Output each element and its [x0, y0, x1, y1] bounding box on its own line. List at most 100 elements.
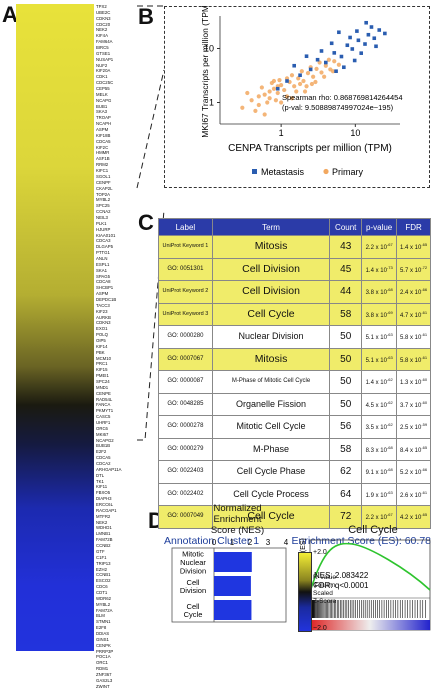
gene-label: KIAA0101: [96, 232, 116, 238]
gene-label: ESCO2: [96, 578, 111, 584]
panel-label-b: B: [138, 4, 154, 29]
nes-bar-label: Mitotic: [182, 550, 204, 559]
row-fdr-mantissa: 8.4 x 10: [399, 447, 422, 454]
row-pvalue-mantissa: 9.1 x 10: [365, 470, 387, 477]
primary-point: [311, 74, 316, 79]
row-count: 45: [329, 257, 363, 281]
primary-point: [253, 108, 258, 113]
gene-label: PMEI1: [96, 373, 109, 379]
nes-bar-label: Division: [180, 566, 206, 575]
metastasis-point: [339, 54, 344, 59]
gsea-nes: NES: 2.083422: [314, 571, 369, 580]
colorbar-min: −2.0: [313, 625, 327, 632]
nes-bar-label: Division: [180, 586, 206, 595]
gene-label: SHCBP1: [96, 285, 114, 291]
table-row: GO: 0022402 Cell Cycle Process 64 1.9 x 10-…: [158, 482, 431, 506]
primary-point: [326, 57, 331, 62]
gene-label: DLGAP5: [96, 244, 113, 250]
y-tick-label: 10: [204, 44, 214, 54]
gene-label: NEK2: [96, 27, 108, 33]
primary-point: [245, 90, 250, 96]
row-pvalue-exponent: -63: [386, 332, 393, 338]
gene-label: HJURP: [96, 226, 111, 232]
row-pvalue: 8.3 x 10-68: [361, 437, 398, 461]
row-fdr-mantissa: 5.7 x 10: [399, 267, 422, 274]
table-row: GO: 0007067 Mitosis 50 5.1 x 10-63 5.8 x 10-…: [158, 347, 431, 371]
gene-label: PRRP3P: [96, 648, 114, 654]
metastasis-point: [364, 20, 368, 25]
gene-label: MYBL2: [96, 197, 111, 203]
row-pvalue: 1.9 x 10-63: [361, 482, 398, 506]
gene-label: BIRC5: [96, 45, 109, 51]
primary-point: [277, 78, 282, 83]
row-label: GO: 0000280: [158, 325, 213, 349]
primary-point: [240, 105, 245, 110]
gene-label: KIF11: [96, 484, 108, 490]
gene-label: CDKN3: [96, 320, 111, 326]
gene-label: ASPM: [96, 127, 109, 133]
gene-label: NEK2: [96, 519, 108, 525]
enrichment-table: Label Term Count p-value FDR UniProt Keyword …: [158, 218, 431, 529]
metastasis-point: [345, 43, 350, 48]
nes-bar: [214, 600, 252, 620]
gene-label: NCAPG: [96, 97, 112, 103]
gene-label: SKA1: [96, 267, 107, 273]
primary-point: [313, 79, 318, 85]
nes-tick-label: 2: [248, 538, 253, 547]
gene-label: ASF1B: [96, 156, 110, 162]
gsea-curve: [309, 542, 431, 593]
row-label: GO: 0007067: [158, 347, 213, 371]
row-label: GO: 0000279: [158, 437, 213, 461]
gene-label: FBXO5: [96, 490, 111, 496]
row-fdr-mantissa: 4.2 x 10: [399, 515, 422, 522]
table-row: GO: 0048285 Organelle Fission 50 4.5 x 10-6…: [158, 392, 431, 416]
row-count: 44: [329, 280, 363, 304]
row-pvalue-exponent: -68: [386, 287, 393, 293]
row-term: Cell Cycle: [211, 505, 331, 529]
gene-label: CDCA2: [96, 461, 111, 467]
gene-label: ORC6: [96, 425, 108, 431]
row-pvalue-mantissa: 1.9 x 10: [365, 492, 387, 499]
row-fdr: 8.4 x 10-65: [396, 437, 431, 461]
primary-point: [322, 74, 327, 79]
gene-label: NCAPH: [96, 121, 112, 127]
table-row: UniProt Keyword 2 Cell Division 44 3.8 x 10…: [158, 280, 431, 304]
row-pvalue-mantissa: 1.4 x 10: [365, 380, 387, 387]
metastasis-point: [275, 86, 280, 91]
primary-point: [301, 78, 306, 84]
row-pvalue-mantissa: 5.1 x 10: [365, 357, 387, 364]
metastasis-point: [363, 42, 367, 46]
row-pvalue-mantissa: 4.5 x 10: [365, 402, 387, 409]
table-header-cell: p-value: [361, 218, 398, 236]
primary-point: [282, 87, 287, 93]
row-pvalue-mantissa: 2.2 x 10: [365, 515, 387, 522]
row-fdr-mantissa: 5.2 x 10: [399, 470, 422, 477]
gene-label: SKA3: [96, 109, 107, 115]
gene-label: CENPK: [96, 642, 111, 648]
row-label: GO: 0051301: [158, 257, 213, 281]
metastasis-point: [377, 28, 382, 32]
gene-label: CDCA5: [96, 138, 111, 144]
row-label: GO: 0022403: [158, 460, 213, 484]
primary-point: [302, 89, 308, 94]
row-fdr-exponent: -72: [421, 264, 428, 270]
gene-label: ANLN: [96, 255, 108, 261]
gene-label: ZWINT: [96, 683, 110, 689]
primary-point: [262, 112, 267, 117]
metastasis-point: [383, 31, 387, 36]
gene-label: CDC6: [96, 584, 108, 590]
gene-label: KIF15: [96, 367, 108, 373]
row-fdr-exponent: -61: [421, 332, 428, 338]
primary-point: [262, 92, 267, 97]
row-pvalue: 3.5 x 10-62: [361, 415, 398, 439]
row-pvalue-exponent: -68: [386, 444, 393, 450]
gene-label: BUB1: [96, 103, 108, 109]
table-row: GO: 0000087 M-Phase of Mitotic Cell Cycle…: [158, 370, 431, 394]
row-fdr-exponent: -65: [421, 512, 428, 518]
gene-label: MCM10: [96, 355, 112, 361]
metastasis-point: [329, 41, 334, 46]
gene-label: HMMR: [96, 150, 110, 156]
row-fdr-mantissa: 1.4 x 10: [399, 245, 422, 252]
colorbar-max: +2.0: [313, 549, 327, 556]
primary-point: [271, 86, 277, 91]
